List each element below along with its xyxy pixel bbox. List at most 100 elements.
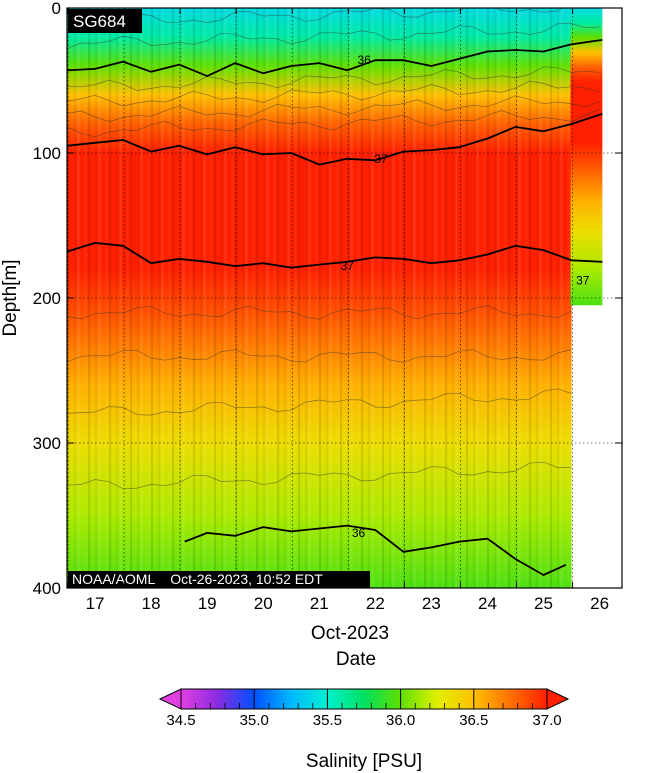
- x-tick-label: 17: [86, 594, 105, 613]
- profile-stripe: [336, 8, 339, 588]
- y-tick-label: 100: [33, 144, 61, 163]
- grid-lines: [67, 8, 622, 588]
- x-tick-label: 22: [366, 594, 385, 613]
- contour-line-thin: [67, 349, 572, 363]
- colorbar-ticks: 34.5 35.0 35.5 36.0 36.5 37.0: [166, 689, 562, 729]
- contour-labels: 36 37 37 37 36: [341, 53, 590, 540]
- profile-stripe: [109, 8, 112, 588]
- profile-stripe: [483, 8, 486, 588]
- profile-stripe: [371, 8, 374, 588]
- x-tick-label: 26: [590, 594, 609, 613]
- profile-stripe: [508, 8, 511, 588]
- contour-label: 37: [374, 152, 388, 166]
- colorbar-tick-label: 34.5: [166, 712, 195, 729]
- profile-stripe: [273, 8, 276, 588]
- contour-label: 37: [341, 259, 355, 273]
- y-tick-label: 0: [52, 0, 61, 18]
- colorbar: [180, 688, 548, 710]
- profile-stripe: [525, 8, 528, 588]
- profile-stripe: [557, 8, 560, 588]
- profile-stripe: [147, 8, 150, 588]
- profile-stripe: [357, 8, 360, 588]
- profile-stripe: [473, 8, 476, 588]
- contour-label: 36: [352, 526, 366, 540]
- profile-stripe: [305, 8, 308, 588]
- y-axis-title: Depth[m]: [0, 259, 21, 336]
- colorbar-tick-label: 36.5: [459, 712, 488, 729]
- x-tick-label: 25: [534, 594, 553, 613]
- profile-stripe: [119, 8, 122, 588]
- contour-line-thin: [67, 95, 600, 122]
- profile-stripe: [567, 8, 570, 588]
- profile-stripe: [256, 8, 259, 588]
- profile-stripe: [445, 8, 448, 588]
- x-axis-title: Date: [336, 649, 376, 670]
- contour-label: 37: [576, 274, 590, 288]
- profile-stripe: [329, 8, 332, 588]
- footer-text: NOAA/AOML Oct-26-2023, 10:52 EDT: [72, 571, 323, 587]
- contour-lines: [67, 8, 603, 576]
- title-badge: [68, 9, 142, 33]
- contour-line-thin: [67, 66, 600, 91]
- chart-title: SG684: [73, 12, 126, 31]
- profile-stripe: [245, 8, 248, 588]
- contour-line-thin: [67, 305, 572, 320]
- colorbar-left-arrow: [158, 688, 182, 710]
- profile-stripe: [105, 8, 108, 588]
- profile-stripe: [441, 8, 444, 588]
- y-tick-label: 300: [33, 434, 61, 453]
- colorbar-right-arrow: [546, 688, 570, 710]
- profile-stripe: [140, 8, 143, 588]
- profile-stripe: [308, 8, 311, 588]
- field-extension: [570, 8, 603, 306]
- contour-line-thin: [67, 388, 572, 416]
- profile-stripe: [252, 8, 255, 588]
- profile-stripe: [203, 8, 206, 588]
- colorbar-tick-label: 35.5: [313, 712, 342, 729]
- colorbar-tick-label: 37.0: [532, 712, 561, 729]
- profile-stripe: [361, 8, 364, 588]
- contour-line-37: [67, 241, 603, 269]
- x-tick-label: 21: [310, 594, 329, 613]
- profile-stripe: [399, 8, 402, 588]
- profile-stripe: [368, 8, 371, 588]
- contour-line-thin: [67, 461, 572, 490]
- profile-stripe: [452, 8, 455, 588]
- profile-stripe: [287, 8, 290, 588]
- profile-stripe: [172, 8, 175, 588]
- profile-stripe: [161, 8, 164, 588]
- profile-stripe: [340, 8, 343, 588]
- profile-stripe: [455, 8, 458, 588]
- x-axis-month-label: Oct-2023: [311, 623, 389, 644]
- colorbar-title: Salinity [PSU]: [306, 751, 422, 772]
- contour-line-36: [184, 524, 567, 576]
- profile-stripe: [193, 8, 196, 588]
- profile-stripe: [189, 8, 192, 588]
- y-axis-ticks: 0 100 200 300 400: [33, 0, 622, 598]
- x-tick-label: 19: [198, 594, 217, 613]
- contour-label: 36: [357, 53, 371, 67]
- contour-line-thin: [67, 80, 600, 107]
- profile-stripe: [529, 8, 532, 588]
- colorbar-tick-label: 35.0: [240, 712, 269, 729]
- profile-stripe: [284, 8, 287, 588]
- footer-bar: [68, 571, 370, 588]
- profile-stripe: [539, 8, 542, 588]
- colorbar-tick-label: 36.0: [386, 712, 415, 729]
- profile-stripe: [116, 8, 119, 588]
- profile-stripe: [221, 8, 224, 588]
- contour-line-thin: [67, 8, 564, 29]
- contour-line-36: [67, 39, 603, 77]
- x-axis-ticks: 17 18 19 20 21 22 23 24 25 26: [67, 8, 609, 613]
- profile-stripe: [277, 8, 280, 588]
- profile-stripe: [231, 8, 234, 588]
- profile-stripe: [497, 8, 500, 588]
- x-tick-label: 24: [478, 594, 497, 613]
- x-tick-label: 18: [142, 594, 161, 613]
- profile-stripe: [168, 8, 171, 588]
- y-tick-label: 400: [33, 579, 61, 598]
- y-tick-label: 200: [33, 289, 61, 308]
- profile-stripe: [315, 8, 318, 588]
- profile-stripe: [420, 8, 423, 588]
- profile-stripe: [424, 8, 427, 588]
